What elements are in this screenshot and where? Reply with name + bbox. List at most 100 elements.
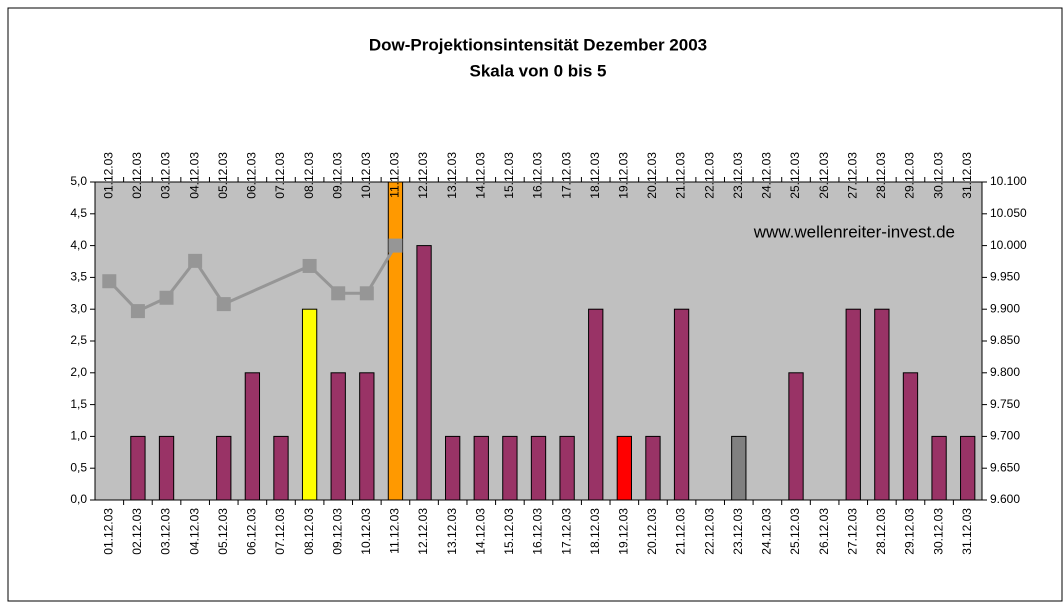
- bar: [530, 435, 547, 501]
- y-tick-label: 4,5: [70, 206, 87, 220]
- x-tick-label: 17.12.03: [559, 508, 573, 555]
- x-tick-label: 30.12.03: [931, 508, 945, 555]
- chart-subtitle: Skala von 0 bis 5: [469, 61, 606, 80]
- x2-tick-label: 23.12.03: [731, 152, 745, 199]
- x-tick-label: 18.12.03: [588, 508, 602, 555]
- bar: [244, 372, 261, 501]
- x-tick-label: 07.12.03: [273, 508, 287, 555]
- bar: [960, 435, 976, 501]
- y-tick-label: 0,0: [70, 492, 87, 506]
- bar: [616, 435, 632, 501]
- line-marker: [102, 274, 117, 289]
- x-tick-label: 01.12.03: [101, 508, 115, 555]
- y2-tick-label: 9.950: [990, 270, 1020, 284]
- x2-tick-label: 29.12.03: [903, 152, 917, 199]
- y2-tick-label: 9.600: [990, 492, 1020, 506]
- x-tick-label: 04.12.03: [187, 508, 201, 555]
- x-tick-label: 12.12.03: [416, 508, 430, 555]
- x-tick-label: 11.12.03: [388, 508, 402, 554]
- bar: [502, 435, 518, 501]
- bar: [931, 435, 947, 501]
- bar: [731, 435, 747, 501]
- line-marker: [388, 238, 403, 253]
- bar: [645, 435, 661, 501]
- bar: [559, 435, 575, 501]
- x-tick-label: 02.12.03: [130, 508, 144, 555]
- x-tick-label: 13.12.03: [445, 508, 459, 555]
- x2-tick-label: 07.12.03: [273, 152, 287, 199]
- x-tick-label: 14.12.03: [473, 508, 487, 555]
- x2-tick-label: 22.12.03: [702, 152, 716, 199]
- bar: [158, 435, 175, 501]
- y-tick-label: 1,5: [70, 397, 87, 411]
- line-marker: [302, 258, 317, 273]
- bar: [588, 308, 604, 501]
- bar: [445, 435, 461, 501]
- x2-tick-label: 12.12.03: [416, 152, 430, 199]
- bar: [874, 308, 890, 501]
- x-tick-label: 24.12.03: [760, 508, 774, 555]
- x-tick-label: 20.12.03: [645, 508, 659, 555]
- bar: [788, 372, 804, 501]
- x-tick-label: 03.12.03: [159, 508, 173, 555]
- x2-tick-label: 06.12.03: [245, 152, 259, 199]
- bar: [130, 435, 146, 501]
- line-marker: [331, 286, 346, 301]
- x-tick-label: 16.12.03: [531, 508, 545, 555]
- x-tick-label: 26.12.03: [817, 508, 831, 555]
- x-tick-label: 22.12.03: [702, 508, 716, 555]
- y-tick-label: 3,0: [70, 301, 87, 315]
- x2-tick-label: 03.12.03: [159, 152, 173, 199]
- x2-tick-label: 14.12.03: [473, 152, 487, 199]
- x-tick-label: 15.12.03: [502, 508, 516, 555]
- x2-tick-label: 01.12.03: [101, 152, 115, 199]
- y2-tick-label: 9.750: [990, 397, 1020, 411]
- y2-tick-label: 10.050: [990, 206, 1027, 220]
- x2-tick-label: 02.12.03: [130, 152, 144, 199]
- bar: [416, 245, 432, 501]
- x2-tick-label: 31.12.03: [960, 152, 974, 199]
- bar: [216, 435, 232, 501]
- y-tick-label: 4,0: [70, 238, 87, 252]
- x2-tick-label: 20.12.03: [645, 152, 659, 199]
- bar: [387, 181, 404, 501]
- y2-tick-label: 9.800: [990, 365, 1020, 379]
- line-marker: [159, 290, 174, 305]
- x-tick-label: 08.12.03: [302, 508, 316, 555]
- x-tick-label: 10.12.03: [359, 508, 373, 555]
- x2-tick-label: 26.12.03: [817, 152, 831, 199]
- x-tick-label: 25.12.03: [788, 508, 802, 555]
- y-tick-label: 2,0: [70, 365, 87, 379]
- y-tick-label: 1,0: [70, 429, 87, 443]
- x-tick-label: 05.12.03: [216, 508, 230, 555]
- y-tick-label: 3,5: [70, 270, 87, 284]
- y2-tick-label: 9.700: [990, 429, 1020, 443]
- x2-tick-label: 30.12.03: [931, 152, 945, 199]
- x2-tick-label: 16.12.03: [531, 152, 545, 199]
- x2-tick-label: 19.12.03: [617, 152, 631, 199]
- x2-tick-label: 28.12.03: [874, 152, 888, 199]
- y2-tick-label: 9.850: [990, 333, 1020, 347]
- x2-tick-label: 18.12.03: [588, 152, 602, 199]
- bar: [359, 372, 375, 501]
- x-tick-label: 23.12.03: [731, 508, 745, 555]
- x2-tick-label: 27.12.03: [845, 152, 859, 199]
- x2-tick-label: 05.12.03: [216, 152, 230, 199]
- x2-tick-label: 04.12.03: [187, 152, 201, 199]
- bar: [330, 372, 346, 501]
- x2-tick-label: 10.12.03: [359, 152, 373, 199]
- x2-tick-label: 13.12.03: [445, 152, 459, 199]
- chart-title: Dow-Projektionsintensität Dezember 2003: [369, 35, 707, 54]
- bar: [673, 308, 690, 501]
- y-tick-label: 5,0: [70, 174, 87, 188]
- x-tick-label: 21.12.03: [674, 508, 688, 555]
- x2-tick-label: 25.12.03: [788, 152, 802, 199]
- y-tick-label: 2,5: [70, 333, 87, 347]
- x2-tick-label: 24.12.03: [760, 152, 774, 199]
- x2-tick-label: 15.12.03: [502, 152, 516, 199]
- x2-tick-label: 09.12.03: [330, 152, 344, 199]
- line-marker: [216, 297, 231, 312]
- line-marker: [359, 286, 374, 301]
- x2-tick-label: 11.12.03: [388, 152, 402, 198]
